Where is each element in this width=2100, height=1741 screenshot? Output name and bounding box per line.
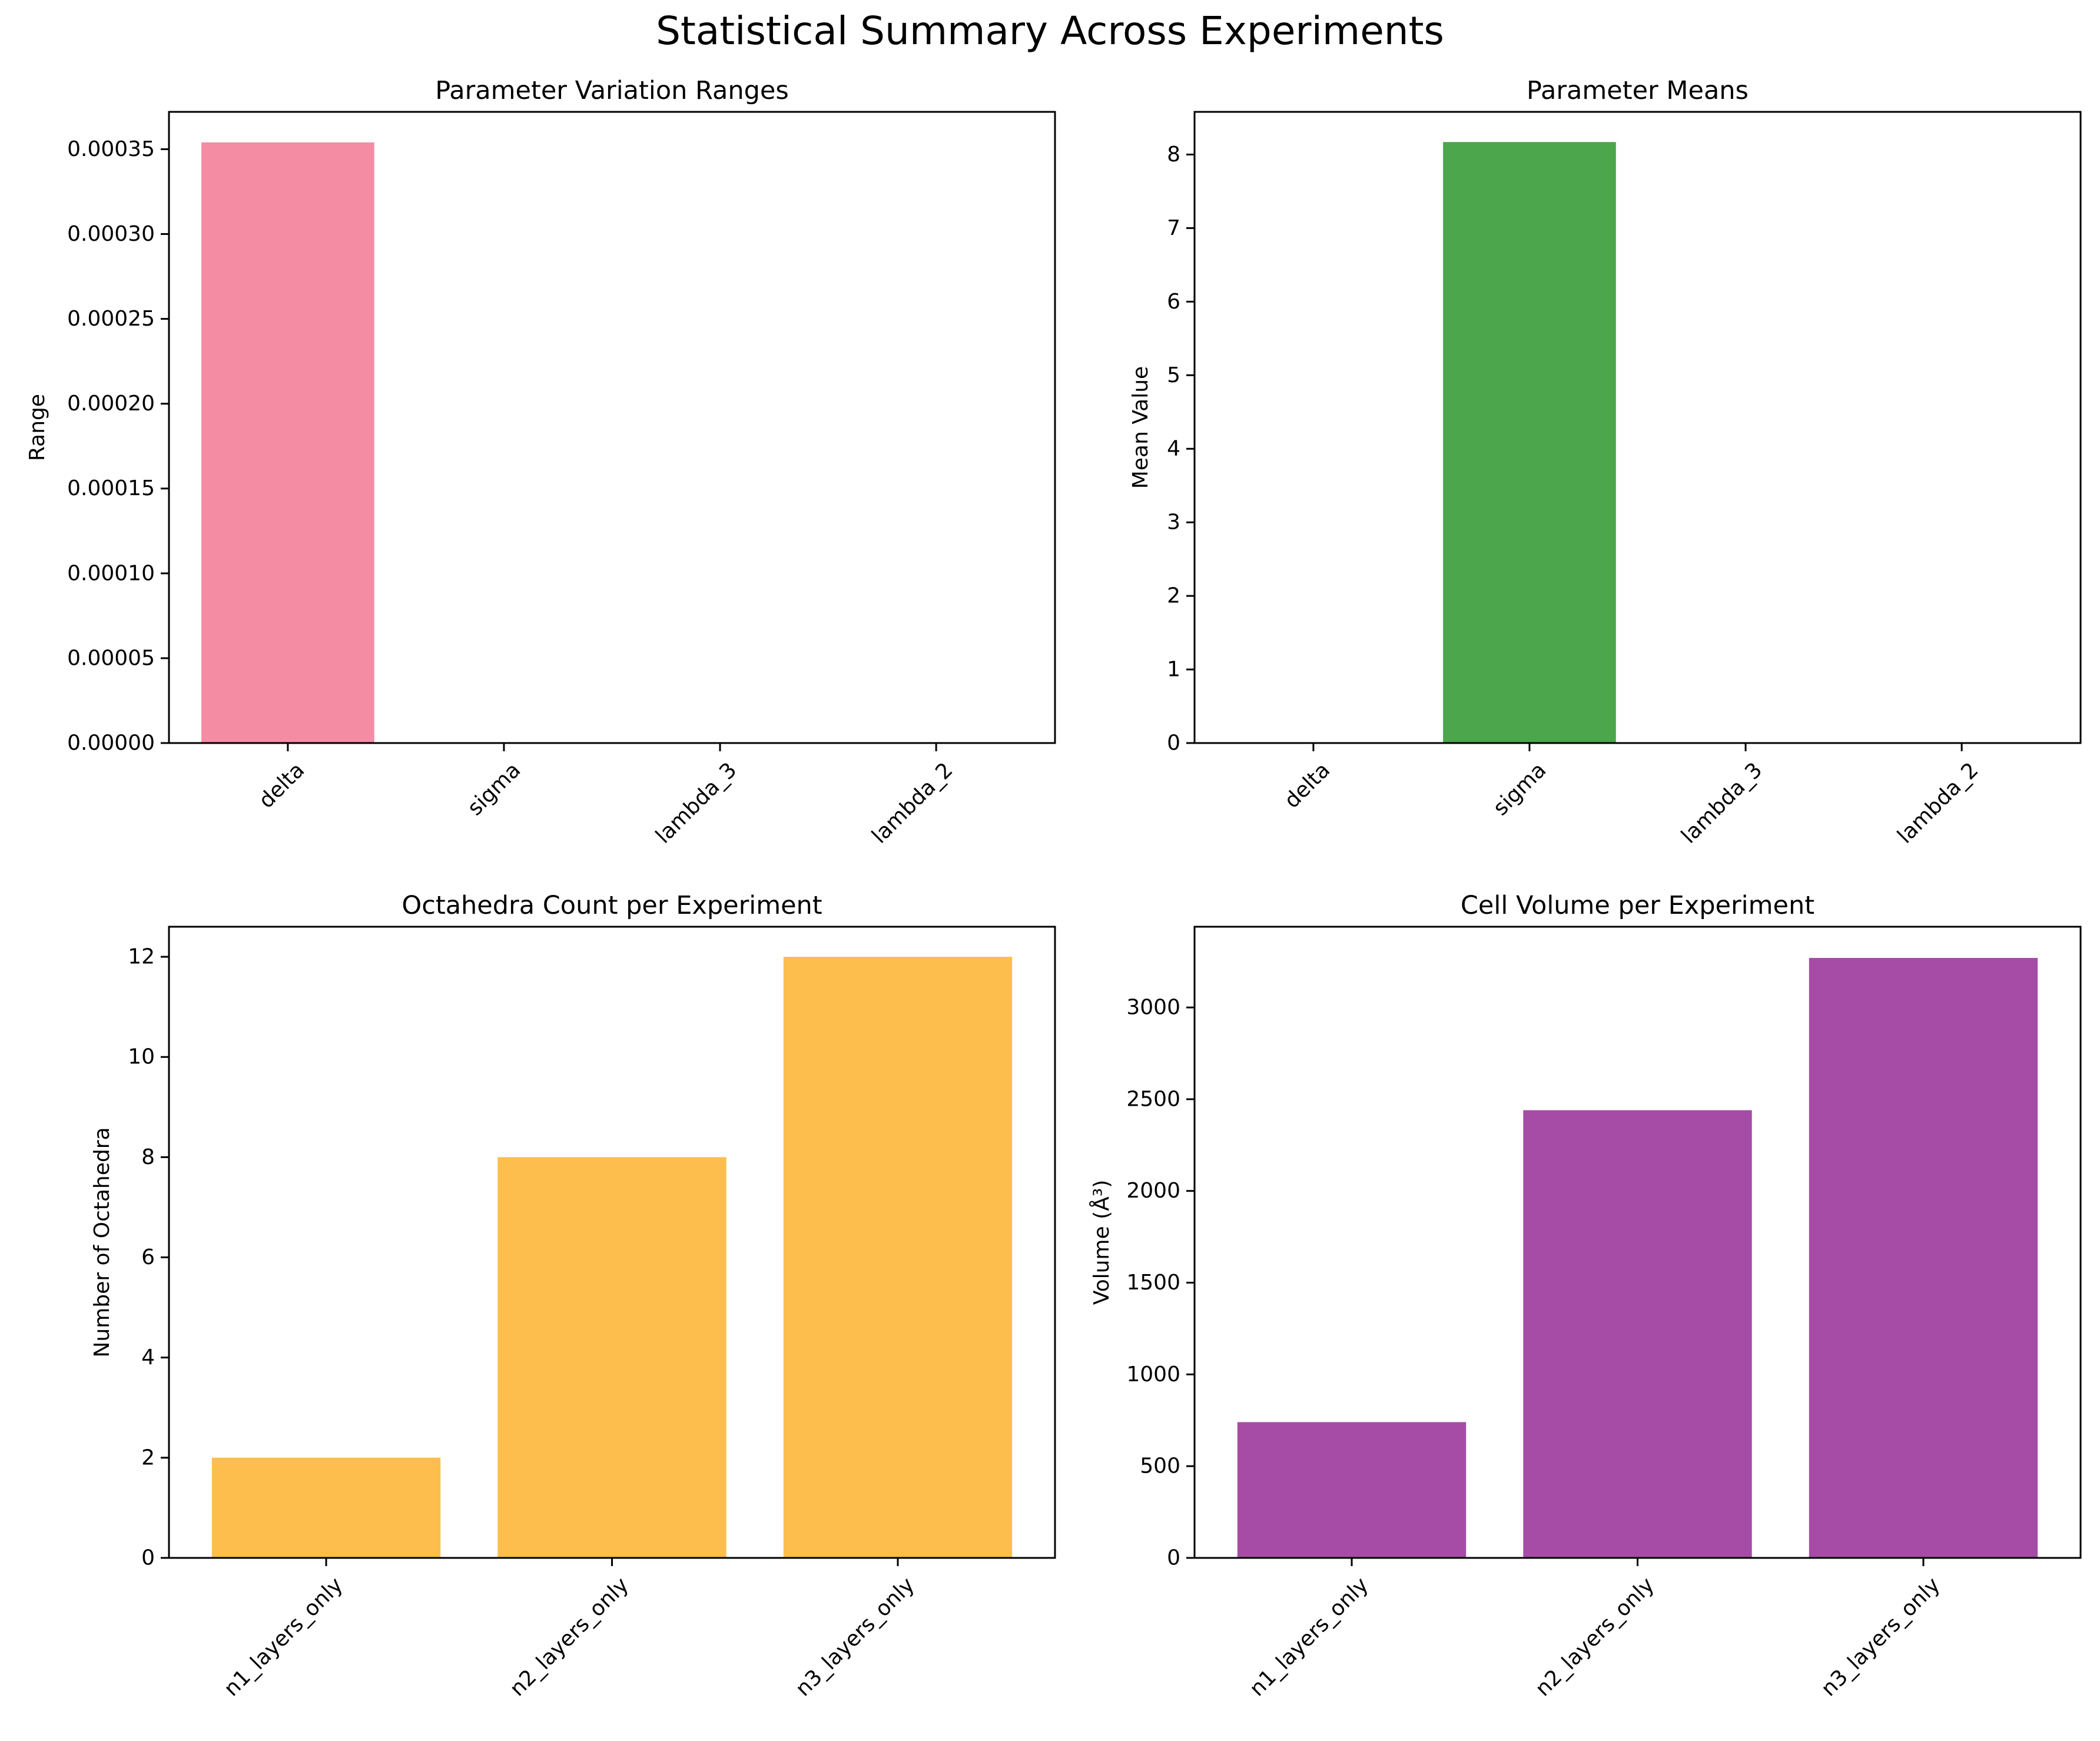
y-tick-label: 0.00000 (67, 731, 155, 755)
y-tick-label: 12 (128, 945, 155, 969)
y-axis-label: Range (25, 394, 49, 461)
bar-sigma (1443, 142, 1616, 744)
bar-n1_layers_only (211, 1457, 441, 1558)
bar-n1_layers_only (1237, 1422, 1467, 1558)
x-tick-label: n3_layers_only (1817, 1573, 1945, 1701)
x-tick-label: lambda_3 (651, 758, 741, 848)
x-tick-label: delta (254, 758, 309, 813)
y-tick-label: 6 (141, 1245, 155, 1269)
figure-title: Statistical Summary Across Experiments (656, 8, 1444, 54)
y-tick-label: 10 (128, 1045, 155, 1069)
y-tick-label: 2000 (1126, 1179, 1180, 1203)
y-axis-label: Number of Octahedra (90, 1127, 114, 1357)
x-tick-label: n2_layers_only (505, 1573, 633, 1701)
chart-panel-4: 0 500 1000 1500 2000 2500 3000 n1_layers_only n2… (1089, 891, 2082, 1701)
y-tick-label: 0 (141, 1546, 155, 1570)
y-tick-label: 0.00010 (67, 561, 155, 585)
x-tick-label: n3_layers_only (791, 1573, 920, 1701)
chart-title: Cell Volume per Experiment (1461, 891, 1814, 920)
y-tick-label: 0.00035 (67, 137, 155, 161)
y-tick-label: 1500 (1126, 1271, 1180, 1295)
y-tick-label: 0.00025 (67, 307, 155, 331)
x-tick-label: sigma (1489, 758, 1551, 820)
bar-delta (201, 142, 374, 743)
y-axis-label: Mean Value (1129, 366, 1153, 489)
y-tick-label: 8 (141, 1145, 155, 1169)
y-tick-label: 8 (1167, 142, 1180, 167)
bar-n2_layers_only (497, 1157, 726, 1558)
y-axis-label: Volume (Å³) (1089, 1180, 1114, 1305)
y-tick-label: 0 (1167, 731, 1180, 755)
y-tick-label: 500 (1140, 1454, 1180, 1478)
x-tick-label: lambda_2 (867, 758, 957, 848)
y-tick-label: 4 (1167, 437, 1180, 461)
chart-panel-1: 0.00000 0.00005 0.00010 0.00015 0.00020 0.000… (25, 76, 1056, 848)
y-tick-label: 7 (1167, 216, 1180, 240)
x-tick-label: n1_layers_only (220, 1573, 348, 1701)
y-tick-label: 0.00015 (67, 476, 155, 500)
x-tick-label: n2_layers_only (1531, 1573, 1659, 1701)
bar-n3_layers_only (1809, 957, 2038, 1558)
y-tick-label: 6 (1167, 290, 1180, 314)
x-tick-label: lambda_2 (1893, 758, 1983, 848)
y-tick-label: 0 (1167, 1546, 1180, 1570)
y-tick-label: 2 (1167, 584, 1180, 608)
y-tick-label: 2500 (1126, 1087, 1180, 1111)
axes-frame (1193, 111, 2082, 744)
bar-n3_layers_only (783, 957, 1013, 1558)
y-tick-label: 5 (1167, 363, 1180, 387)
axes-frame (168, 111, 1056, 744)
chart-title: Parameter Variation Ranges (435, 76, 789, 105)
chart-title: Octahedra Count per Experiment (402, 891, 822, 920)
x-tick-label: lambda_3 (1677, 758, 1767, 848)
bar-n2_layers_only (1523, 1110, 1752, 1558)
y-tick-label: 0.00030 (67, 222, 155, 246)
y-tick-label: 3 (1167, 510, 1180, 535)
y-tick-label: 0.00005 (67, 646, 155, 670)
y-tick-label: 2 (141, 1445, 155, 1470)
x-tick-label: delta (1280, 758, 1335, 813)
y-tick-label: 1000 (1126, 1362, 1180, 1387)
chart-panel-3: 0 2 4 6 8 10 12 n1_layers_only n2_layers_only n3_… (90, 891, 1056, 1701)
y-tick-label: 3000 (1126, 996, 1180, 1020)
y-tick-label: 0.00020 (67, 392, 155, 416)
chart-title: Parameter Means (1527, 76, 1749, 105)
chart-panel-2: 0 1 2 3 4 5 6 7 8 delta sigma lambda_3 lambda_2 Param… (1129, 76, 2082, 848)
x-tick-label: n1_layers_only (1245, 1573, 1374, 1701)
y-tick-label: 1 (1167, 658, 1180, 682)
x-tick-label: sigma (463, 758, 526, 820)
y-tick-label: 4 (141, 1345, 155, 1369)
